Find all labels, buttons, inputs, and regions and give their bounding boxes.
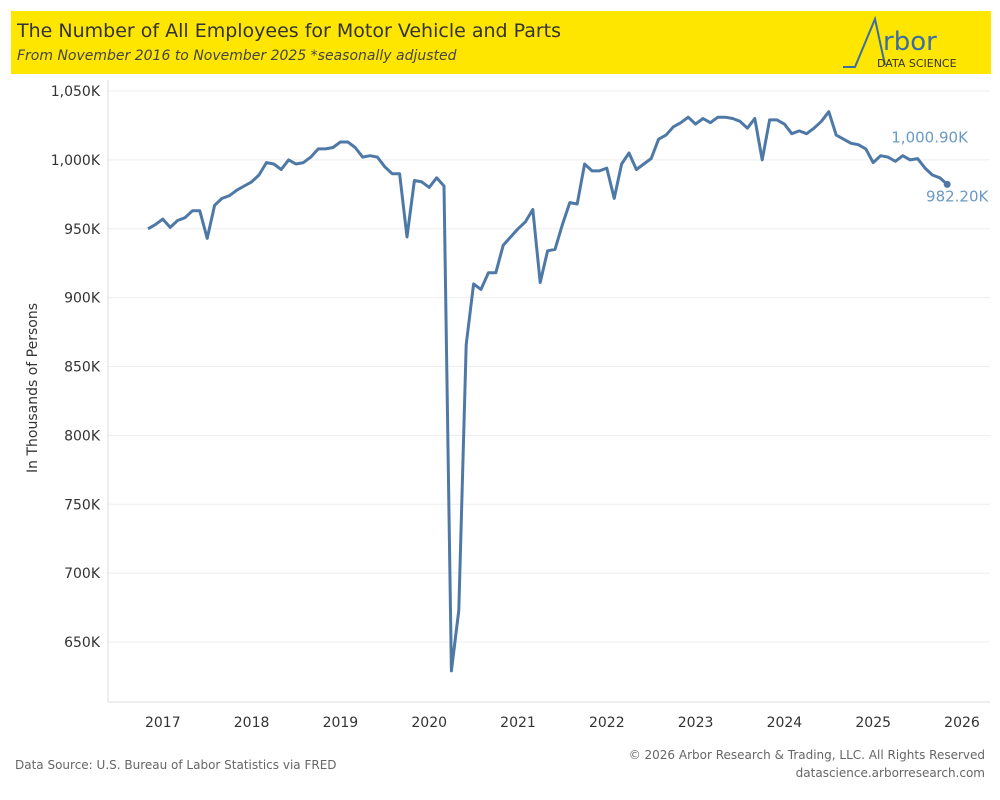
chart-subtitle: From November 2016 to November 2025 *sea… bbox=[17, 48, 457, 64]
copyright: © 2026 Arbor Research & Trading, LLC. Al… bbox=[628, 748, 985, 762]
x-tick-label: 2019 bbox=[323, 715, 359, 731]
logo-subtitle: DATA SCIENCE bbox=[877, 57, 957, 70]
site-link[interactable]: datascience.arborresearch.com bbox=[795, 766, 985, 780]
x-tick-label: 2021 bbox=[500, 715, 536, 731]
x-tick-label: 2020 bbox=[411, 715, 447, 731]
x-tick-label: 2025 bbox=[855, 715, 891, 731]
chart-title: The Number of All Employees for Motor Ve… bbox=[17, 20, 562, 42]
y-tick-label: 1,050K bbox=[51, 84, 101, 100]
y-tick-label: 850K bbox=[64, 360, 101, 376]
y-tick-label: 700K bbox=[64, 566, 101, 582]
y-tick-label: 800K bbox=[64, 428, 101, 444]
x-tick-label: 2017 bbox=[145, 715, 181, 731]
y-tick-label: 950K bbox=[64, 222, 101, 238]
y-tick-label: 1,000K bbox=[51, 153, 101, 169]
x-tick-label: 2022 bbox=[589, 715, 625, 731]
x-tick-label: 2026 bbox=[944, 715, 980, 731]
logo-a-icon bbox=[843, 15, 886, 68]
annotation-label: 1,000.90K bbox=[891, 129, 969, 147]
x-tick-label: 2023 bbox=[678, 715, 714, 731]
y-tick-label: 650K bbox=[64, 635, 101, 651]
x-tick-label: 2024 bbox=[767, 715, 803, 731]
data-source: Data Source: U.S. Bureau of Labor Statis… bbox=[15, 758, 337, 772]
header-banner: The Number of All Employees for Motor Ve… bbox=[11, 11, 991, 74]
last-point-marker bbox=[943, 180, 951, 188]
arbor-logo: rbor DATA SCIENCE bbox=[841, 15, 981, 71]
series-line bbox=[147, 110, 949, 673]
y-tick-label: 750K bbox=[64, 497, 101, 513]
y-tick-label: 900K bbox=[64, 291, 101, 307]
y-axis-label: In Thousands of Persons bbox=[25, 303, 41, 473]
annotation-label: 982.20K bbox=[926, 187, 989, 205]
x-tick-label: 2018 bbox=[234, 715, 270, 731]
logo-word: rbor bbox=[883, 27, 937, 57]
